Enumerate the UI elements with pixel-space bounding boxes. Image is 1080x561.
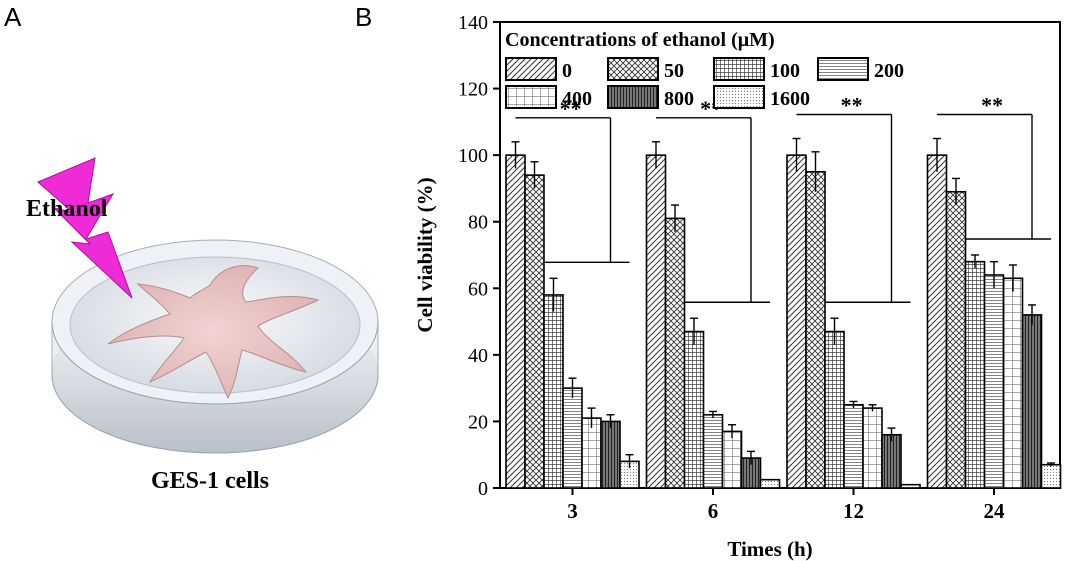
bar-50-6h — [664, 217, 686, 489]
bar-1600-6h — [759, 478, 781, 489]
bar-0-24h — [926, 154, 948, 489]
panel-a-letter: A — [4, 2, 22, 32]
legend-label: 100 — [770, 60, 800, 82]
legend-label: 50 — [664, 60, 684, 82]
ethanol-label: Ethanol — [26, 196, 108, 222]
x-tick-label: 6 — [708, 499, 719, 523]
legend-swatch — [713, 57, 765, 81]
y-tick-label: 80 — [468, 212, 488, 234]
bar-800-3h — [600, 420, 621, 489]
bar-800-12h — [881, 433, 902, 489]
bar-200-6h — [702, 413, 724, 489]
bar-1600-12h — [900, 483, 921, 489]
bar-0-12h — [786, 154, 807, 489]
bar-200-24h — [983, 274, 1005, 489]
bar-400-24h — [1002, 277, 1024, 489]
legend-swatch — [505, 57, 557, 81]
legend-label: 400 — [562, 88, 592, 110]
y-tick-label: 120 — [458, 79, 488, 101]
legend-swatch — [607, 57, 659, 81]
x-axis-label: Times (h) — [727, 537, 812, 561]
bar-200-12h — [843, 403, 864, 489]
significance-label: ** — [841, 93, 863, 118]
y-tick-label: 0 — [478, 478, 488, 500]
x-tick-label: 24 — [984, 499, 1006, 523]
bar-400-3h — [581, 417, 602, 489]
x-tick-label: 3 — [567, 499, 578, 523]
cells-label: GES-1 cells — [151, 468, 269, 494]
legend-title: Concentrations of ethanol (μM) — [505, 29, 775, 51]
bar-400-6h — [721, 430, 743, 489]
legend-label: 200 — [874, 60, 904, 82]
panel-b-letter: B — [355, 2, 373, 32]
bar-50-12h — [805, 170, 826, 489]
y-tick-label: 140 — [458, 12, 488, 34]
legend-swatch — [713, 85, 765, 109]
bar-100-24h — [964, 260, 986, 489]
bar-0-3h — [505, 154, 526, 489]
bar-800-24h — [1021, 314, 1043, 489]
bar-50-3h — [524, 174, 545, 489]
y-tick-label: 20 — [468, 411, 488, 433]
x-tick-label: 12 — [843, 499, 864, 523]
legend-label: 800 — [664, 88, 694, 110]
legend-label: 1600 — [770, 88, 810, 110]
significance-label: ** — [981, 93, 1003, 118]
bar-100-3h — [543, 294, 564, 489]
y-tick-label: 100 — [458, 145, 488, 167]
lightning-bolt — [37, 157, 133, 299]
significance-label: ** — [560, 96, 582, 121]
y-axis-label: Cell viability (%) — [413, 177, 437, 332]
bar-50-24h — [945, 190, 967, 489]
bar-200-3h — [562, 387, 583, 489]
cell-shape — [107, 265, 320, 400]
bar-1600-24h — [1040, 463, 1062, 489]
legend-label: 0 — [562, 60, 572, 82]
legend: Concentrations of ethanol (μM) 0 50 100 200 4… — [505, 29, 904, 110]
ethanol-dish-illustration: Ethanol GES-1 cells — [26, 157, 379, 494]
bar-400-12h — [862, 407, 883, 489]
bar-0-6h — [645, 154, 667, 489]
legend-swatch — [607, 85, 659, 109]
legend-swatch — [817, 57, 869, 81]
y-tick-label: 40 — [468, 345, 488, 367]
legend-swatch — [505, 85, 557, 109]
bar-100-6h — [683, 330, 705, 489]
bar-100-12h — [824, 330, 845, 489]
y-tick-label: 60 — [468, 278, 488, 300]
